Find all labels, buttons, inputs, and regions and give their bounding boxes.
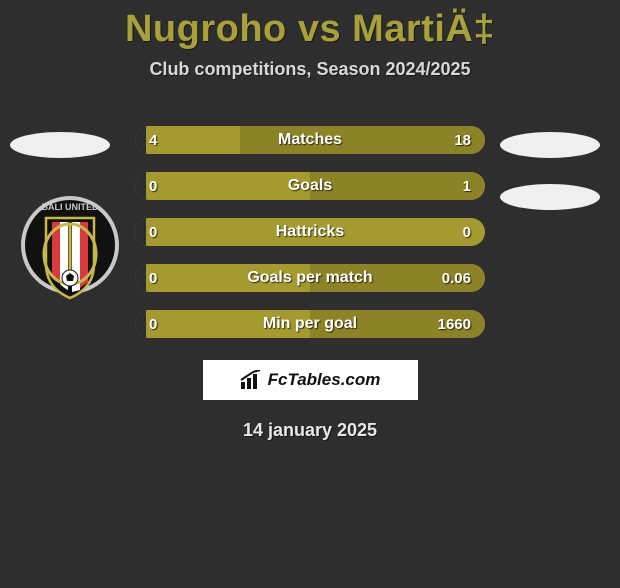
stat-value-right: 1660 — [438, 316, 471, 333]
stat-label: Min per goal — [135, 315, 485, 333]
brand-box[interactable]: FcTables.com — [203, 360, 418, 400]
stat-value-right: 18 — [454, 132, 471, 149]
brand-text: FcTables.com — [268, 370, 381, 390]
stat-row: 0Goals1 — [135, 172, 485, 200]
stat-value-right: 0 — [463, 224, 471, 241]
stat-label: Goals — [135, 177, 485, 195]
player-left-placeholder — [10, 132, 110, 158]
page-subtitle: Club competitions, Season 2024/2025 — [0, 59, 620, 80]
stat-row: 0Min per goal1660 — [135, 310, 485, 338]
stats-container: 4Matches180Goals10Hattricks00Goals per m… — [135, 126, 485, 338]
stat-label: Matches — [135, 131, 485, 149]
stat-value-right: 1 — [463, 178, 471, 195]
date-label: 14 january 2025 — [0, 420, 620, 441]
stat-value-right: 0.06 — [442, 270, 471, 287]
stat-label: Goals per match — [135, 269, 485, 287]
chart-icon — [240, 370, 262, 390]
player-right-placeholder-1 — [500, 132, 600, 158]
stat-label: Hattricks — [135, 223, 485, 241]
stat-row: 0Hattricks0 — [135, 218, 485, 246]
stat-row: 0Goals per match0.06 — [135, 264, 485, 292]
crest-svg: BALI UNITED — [20, 186, 120, 304]
player-right-placeholder-2 — [500, 184, 600, 210]
club-crest: BALI UNITED — [20, 186, 120, 304]
crest-ring-text: BALI UNITED — [42, 202, 99, 212]
stat-row: 4Matches18 — [135, 126, 485, 154]
page-title: Nugroho vs MartiÄ‡ — [0, 8, 620, 51]
